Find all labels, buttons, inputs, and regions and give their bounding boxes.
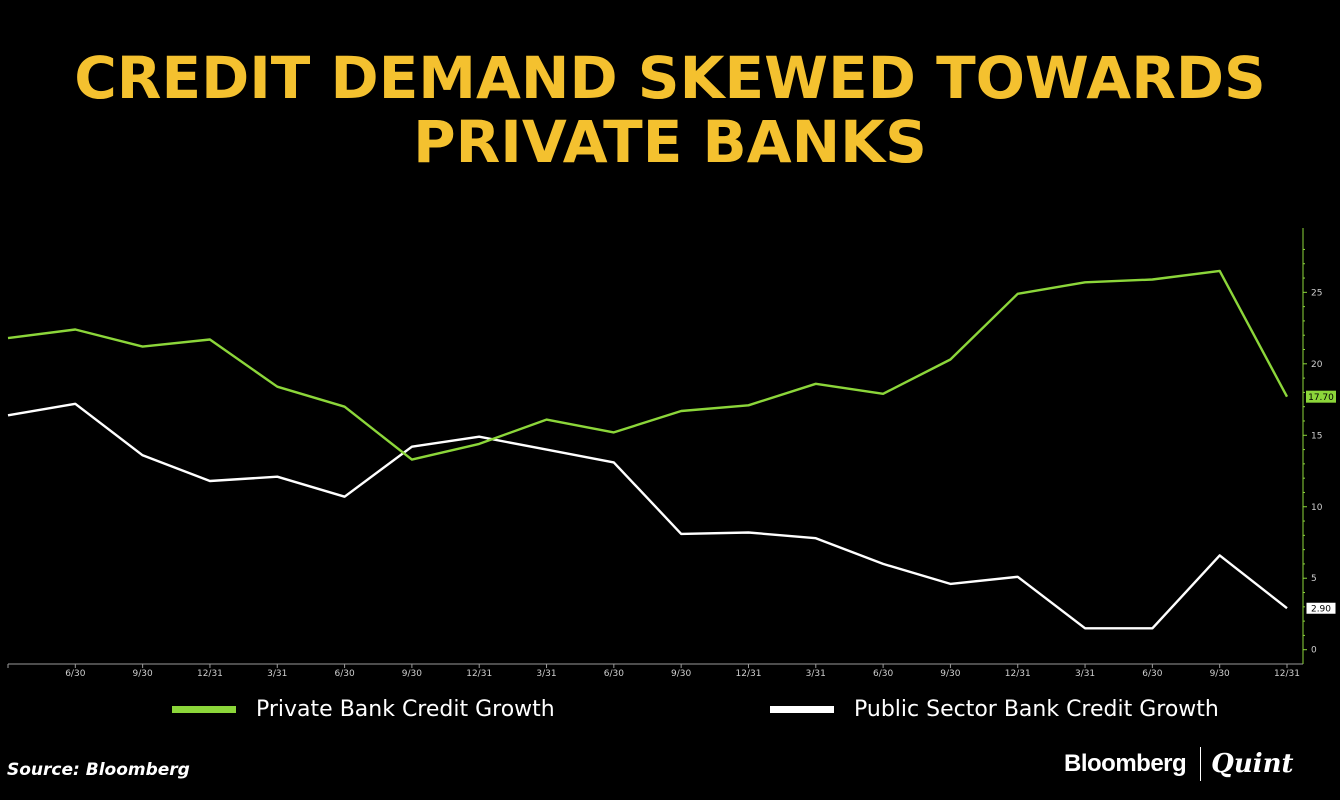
- y-tick-label: 0: [1311, 646, 1317, 656]
- x-tick-label: 6/30: [65, 669, 85, 679]
- title-line-2: PRIVATE BANKS: [413, 108, 927, 176]
- logo-separator: [1200, 747, 1202, 781]
- x-tick-label: 3/31: [1075, 669, 1095, 679]
- x-tick-label: 9/30: [1210, 669, 1230, 679]
- legend-item-public: Public Sector Bank Credit Growth: [770, 694, 1219, 724]
- legend-swatch-private: [172, 705, 236, 713]
- last-value-label: 17.70: [1308, 393, 1334, 403]
- logo-quint: Quint: [1211, 749, 1294, 779]
- logo-bloomberg: Bloomberg: [1064, 750, 1187, 777]
- y-tick-label: 10: [1311, 503, 1323, 513]
- x-tick-label: 12/31: [736, 669, 762, 679]
- x-tick-label: 3/31: [267, 669, 287, 679]
- last-value-label: 2.90: [1311, 605, 1331, 615]
- legend-label-private: Private Bank Credit Growth: [256, 696, 555, 722]
- last-value-box: [1306, 390, 1336, 403]
- legend-label-public: Public Sector Bank Credit Growth: [854, 696, 1219, 722]
- y-tick-label: 5: [1311, 574, 1317, 584]
- x-tick-label: 9/30: [133, 669, 153, 679]
- y-tick-label: 20: [1311, 360, 1323, 370]
- x-tick-label: 6/30: [604, 669, 624, 679]
- source-note: Source: Bloomberg: [7, 760, 190, 780]
- legend-item-private: Private Bank Credit Growth: [172, 694, 555, 724]
- title-line-1: CREDIT DEMAND SKEWED TOWARDS: [74, 44, 1266, 112]
- chart-title: CREDIT DEMAND SKEWED TOWARDS PRIVATE BAN…: [0, 46, 1340, 174]
- x-tick-label: 12/31: [197, 669, 223, 679]
- x-tick-label: 6/30: [1142, 669, 1162, 679]
- legend-swatch-public: [770, 705, 834, 713]
- bloomberg-quint-logo: Bloomberg Quint: [1064, 744, 1294, 784]
- x-tick-label: 3/31: [536, 669, 556, 679]
- last-value-box: [1305, 601, 1337, 615]
- y-tick-label: 15: [1311, 431, 1322, 441]
- x-tick-label: 9/30: [671, 669, 691, 679]
- x-tick-label: 3/31: [806, 669, 826, 679]
- public-sector-credit-line: [7, 402, 1288, 630]
- x-tick-label: 6/30: [873, 669, 893, 679]
- x-tick-label: 9/30: [402, 669, 422, 679]
- private-bank-credit-line: [7, 269, 1289, 461]
- x-tick-label: 12/31: [1005, 669, 1031, 679]
- x-tick-label: 6/30: [334, 669, 354, 679]
- x-tick-label: 12/31: [1274, 669, 1300, 679]
- x-tick-label: 12/31: [466, 669, 492, 679]
- x-tick-label: 9/30: [940, 669, 960, 679]
- y-tick-label: 25: [1311, 288, 1322, 298]
